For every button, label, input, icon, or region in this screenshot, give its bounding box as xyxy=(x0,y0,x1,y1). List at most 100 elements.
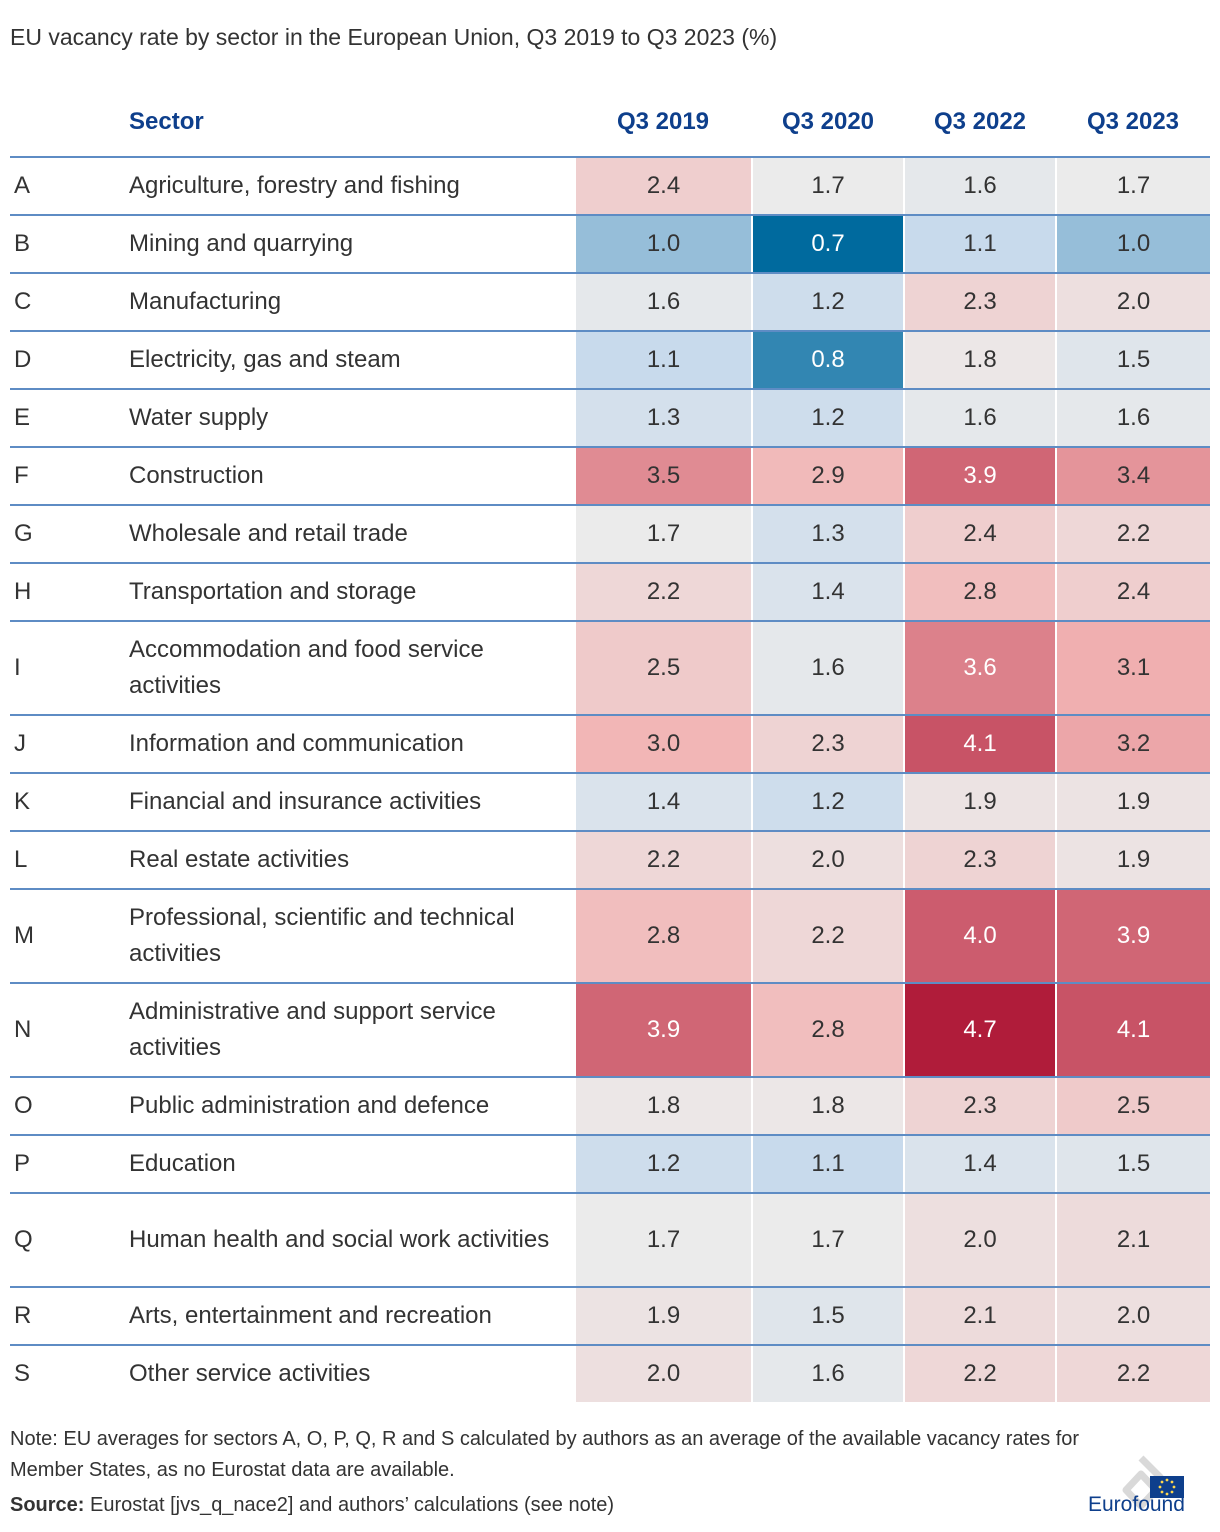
sector-code: A xyxy=(14,172,31,199)
heatmap-cell: 0.8 xyxy=(753,332,903,388)
table-row: A Agriculture, forestry and fishing 2.4 1.7… xyxy=(10,156,1210,214)
heatmap-cell: 3.9 xyxy=(1057,890,1210,982)
sector-name: Information and communication xyxy=(129,730,464,757)
heatmap-cell: 3.9 xyxy=(905,448,1055,504)
heatmap-cell: 2.5 xyxy=(1057,1078,1210,1134)
heatmap-cell: 2.8 xyxy=(576,890,751,982)
heatmap-cell: 2.0 xyxy=(905,1194,1055,1286)
heatmap-cell: 1.2 xyxy=(753,774,903,830)
header-q3-2022: Q3 2022 xyxy=(933,108,1027,135)
sector-name: Real estate activities xyxy=(129,846,350,873)
heatmap-cell: 3.5 xyxy=(576,448,751,504)
heatmap-cell: 1.9 xyxy=(1057,774,1210,830)
sector-name: Mining and quarrying xyxy=(129,230,354,257)
heatmap-cell: 1.9 xyxy=(1057,832,1210,888)
heatmap-cell: 2.2 xyxy=(1057,1346,1210,1402)
heatmap-cell: 1.6 xyxy=(905,390,1055,446)
table-row: L Real estate activities 2.2 2.0 2.3 1.9 xyxy=(10,830,1210,888)
heatmap-cell: 2.8 xyxy=(905,564,1055,620)
heatmap-cell: 0.7 xyxy=(753,216,903,272)
sector-name: Financial and insurance activities xyxy=(129,788,482,815)
sector-name: Public administration and defence xyxy=(129,1092,490,1119)
sector-code: N xyxy=(14,1016,32,1043)
heatmap-cell: 2.0 xyxy=(1057,274,1210,330)
heatmap-cell: 3.9 xyxy=(576,984,751,1076)
sector-name: Human health and social work activities xyxy=(129,1226,550,1253)
heatmap-cell: 1.8 xyxy=(753,1078,903,1134)
table-row: Q Human health and social work activities… xyxy=(10,1192,1210,1286)
table-row: M Professional, scientific and technical … xyxy=(10,888,1210,982)
heatmap-cell: 1.5 xyxy=(753,1288,903,1344)
heatmap-cell: 2.1 xyxy=(905,1288,1055,1344)
header-q3-2020: Q3 2020 xyxy=(781,108,875,135)
sector-name: Manufacturing xyxy=(129,288,282,315)
heatmap-cell: 4.0 xyxy=(905,890,1055,982)
heatmap-cell: 3.0 xyxy=(576,716,751,772)
heatmap-cell: 1.8 xyxy=(576,1078,751,1134)
sector-code: K xyxy=(14,788,31,815)
sector-name: Administrative and support service activ… xyxy=(129,998,496,1061)
heatmap-cell: 1.4 xyxy=(905,1136,1055,1192)
table-row: H Transportation and storage 2.2 1.4 2.8 2.4 xyxy=(10,562,1210,620)
heatmap-cell: 2.2 xyxy=(905,1346,1055,1402)
sector-name: Arts, entertainment and recreation xyxy=(129,1302,492,1329)
table-row: P Education 1.2 1.1 1.4 1.5 xyxy=(10,1134,1210,1192)
heatmap-cell: 2.4 xyxy=(576,158,751,214)
sector-code: M xyxy=(14,922,34,949)
heatmap-cell: 3.1 xyxy=(1057,622,1210,714)
sector-name: Electricity, gas and steam xyxy=(129,346,401,373)
sector-code: C xyxy=(14,288,32,315)
heatmap-cell: 2.0 xyxy=(1057,1288,1210,1344)
sector-code: G xyxy=(14,520,33,547)
heatmap-cell: 2.2 xyxy=(1057,506,1210,562)
heatmap-cell: 2.0 xyxy=(753,832,903,888)
heatmap-cell: 1.7 xyxy=(1057,158,1210,214)
heatmap-cell: 1.4 xyxy=(576,774,751,830)
heatmap-cell: 1.2 xyxy=(576,1136,751,1192)
heatmap-cell: 2.9 xyxy=(753,448,903,504)
sector-code: L xyxy=(14,846,28,873)
heatmap-cell: 1.0 xyxy=(576,216,751,272)
heatmap-cell: 1.1 xyxy=(576,332,751,388)
sector-code: B xyxy=(14,230,31,257)
heatmap-cell: 1.1 xyxy=(753,1136,903,1192)
sector-code: O xyxy=(14,1092,33,1119)
table-row: E Water supply 1.3 1.2 1.6 1.6 xyxy=(10,388,1210,446)
heatmap-cell: 2.2 xyxy=(576,832,751,888)
table-row: R Arts, entertainment and recreation 1.9 1.… xyxy=(10,1286,1210,1344)
sector-code: S xyxy=(14,1360,31,1387)
heatmap-cell: 1.3 xyxy=(753,506,903,562)
heatmap-cell: 2.0 xyxy=(576,1346,751,1402)
table-row: G Wholesale and retail trade 1.7 1.3 2.4 2.2 xyxy=(10,504,1210,562)
heatmap-cell: 1.7 xyxy=(753,158,903,214)
heatmap-cell: 1.9 xyxy=(576,1288,751,1344)
header-sector: Sector xyxy=(129,108,204,135)
heatmap-cell: 1.3 xyxy=(576,390,751,446)
table-row: B Mining and quarrying 1.0 0.7 1.1 1.0 xyxy=(10,214,1210,272)
heatmap-cell: 4.7 xyxy=(905,984,1055,1076)
heatmap-cell: 1.8 xyxy=(905,332,1055,388)
table-row: O Public administration and defence 1.8 1.8… xyxy=(10,1076,1210,1134)
sector-name: Education xyxy=(129,1150,236,1177)
sector-name: Wholesale and retail trade xyxy=(129,520,408,547)
header-q3-2019: Q3 2019 xyxy=(616,108,710,135)
table-row: S Other service activities 2.0 1.6 2.2 2.2 xyxy=(10,1344,1210,1402)
source-line: Source: Eurostat [jvs_q_nace2] and autho… xyxy=(10,1494,614,1517)
heatmap-cell: 4.1 xyxy=(905,716,1055,772)
heatmap-cell: 2.4 xyxy=(905,506,1055,562)
heatmap-cell: 2.8 xyxy=(753,984,903,1076)
sector-code: E xyxy=(14,404,31,431)
heatmap-cell: 1.6 xyxy=(753,622,903,714)
heatmap-cell: 1.2 xyxy=(753,274,903,330)
heatmap-cell: 4.1 xyxy=(1057,984,1210,1076)
source-text: Eurostat [jvs_q_nace2] and authors’ calc… xyxy=(84,1494,615,1516)
sector-code: H xyxy=(14,578,32,605)
heatmap-cell: 1.1 xyxy=(905,216,1055,272)
table-row: N Administrative and support service acti… xyxy=(10,982,1210,1076)
heatmap-cell: 1.6 xyxy=(753,1346,903,1402)
heatmap-cell: 1.6 xyxy=(905,158,1055,214)
heatmap-cell: 1.5 xyxy=(1057,1136,1210,1192)
table-row: D Electricity, gas and steam 1.1 0.8 1.8 1.5 xyxy=(10,330,1210,388)
sector-code: Q xyxy=(14,1226,33,1253)
heatmap-cell: 3.6 xyxy=(905,622,1055,714)
